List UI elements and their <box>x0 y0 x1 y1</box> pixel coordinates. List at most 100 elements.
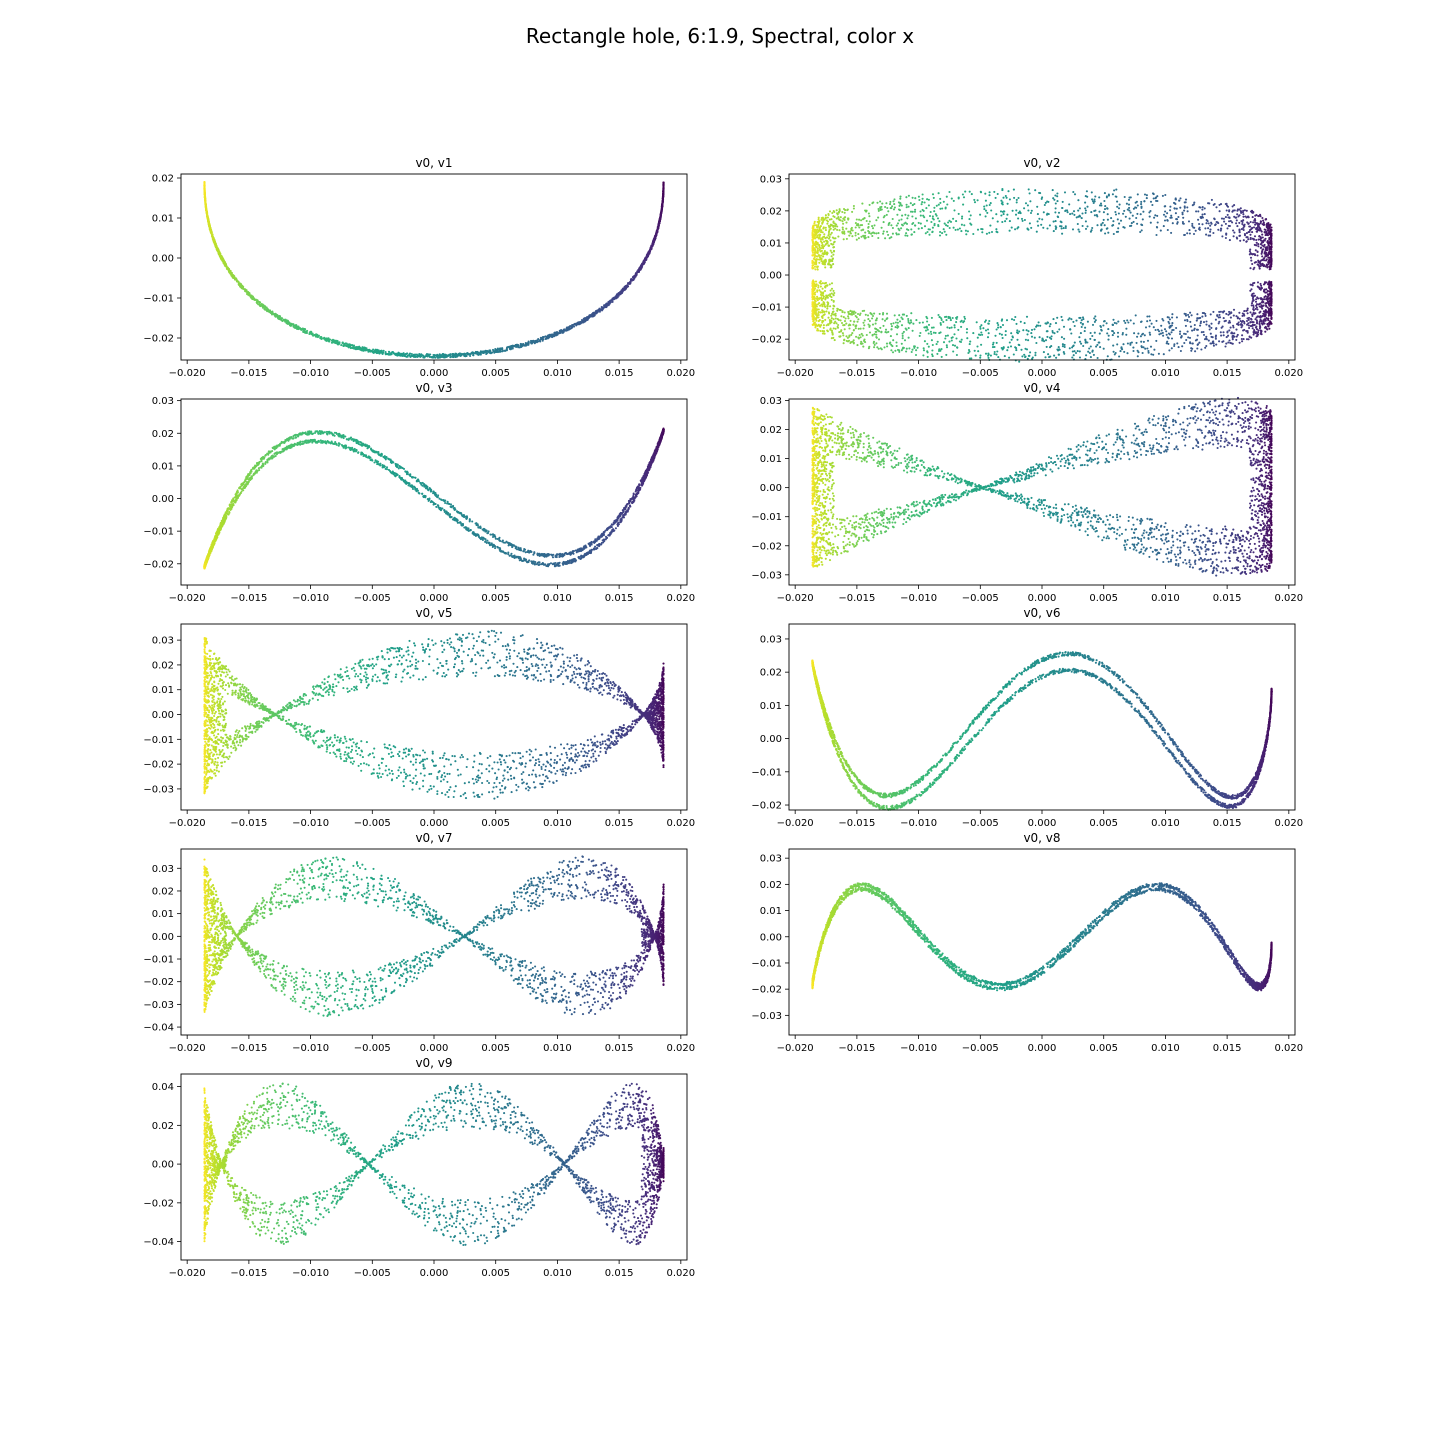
data-point <box>1079 356 1081 358</box>
data-point <box>1093 354 1095 356</box>
data-point <box>910 312 912 314</box>
data-point <box>1067 211 1069 213</box>
data-point <box>823 233 825 235</box>
data-point <box>926 231 928 233</box>
data-point <box>1136 223 1138 225</box>
data-point <box>814 326 816 328</box>
data-point <box>872 334 874 336</box>
data-point <box>1047 321 1049 323</box>
data-point <box>939 208 941 210</box>
data-point <box>896 345 898 347</box>
data-point <box>396 353 398 355</box>
data-point <box>1250 237 1252 239</box>
data-point <box>949 327 951 329</box>
data-point <box>1190 350 1192 352</box>
data-point <box>1064 191 1066 193</box>
data-point <box>872 227 874 229</box>
data-point <box>890 224 892 226</box>
data-point <box>872 315 874 317</box>
data-point <box>1266 258 1268 260</box>
data-point <box>304 332 306 334</box>
data-point <box>1007 203 1009 205</box>
data-point <box>1167 229 1169 231</box>
data-point <box>562 332 564 334</box>
data-point <box>1062 345 1064 347</box>
data-point <box>1194 350 1196 352</box>
data-point <box>915 349 917 351</box>
data-point <box>1225 237 1227 239</box>
data-point <box>1008 357 1010 359</box>
data-point <box>447 355 449 357</box>
data-point <box>1184 201 1186 203</box>
data-point <box>957 229 959 231</box>
data-point <box>531 340 533 342</box>
data-point <box>1098 196 1100 198</box>
data-point <box>997 356 999 358</box>
data-point <box>1229 239 1231 241</box>
data-point <box>368 349 370 351</box>
data-point <box>1015 323 1017 325</box>
data-point <box>816 283 818 285</box>
data-point <box>894 314 896 316</box>
data-point <box>948 220 950 222</box>
data-point <box>818 259 820 261</box>
data-point <box>1219 210 1221 212</box>
data-point <box>1254 254 1256 256</box>
data-point <box>1027 209 1029 211</box>
data-point <box>910 319 912 321</box>
data-point <box>662 191 664 193</box>
data-point <box>1232 229 1234 231</box>
data-point <box>945 354 947 356</box>
data-point <box>1171 337 1173 339</box>
data-point <box>464 353 466 355</box>
data-point <box>831 255 833 257</box>
data-point <box>1123 210 1125 212</box>
data-point <box>915 217 917 219</box>
data-point <box>1228 220 1230 222</box>
data-point <box>1151 204 1153 206</box>
data-point <box>1078 231 1080 233</box>
data-point <box>953 227 955 229</box>
data-point <box>892 351 894 353</box>
data-point <box>844 328 846 330</box>
data-point <box>936 353 938 355</box>
scatter-points <box>811 188 1272 363</box>
data-point <box>867 236 869 238</box>
data-point <box>1044 356 1046 358</box>
data-point <box>984 321 986 323</box>
data-point <box>317 336 319 338</box>
data-point <box>1107 219 1109 221</box>
data-point <box>939 231 941 233</box>
data-point <box>985 329 987 331</box>
data-point <box>1251 304 1253 306</box>
data-point <box>868 215 870 217</box>
data-point <box>879 200 881 202</box>
data-point <box>256 300 258 302</box>
data-point <box>353 348 355 350</box>
data-point <box>1094 210 1096 212</box>
data-point <box>891 205 893 207</box>
data-point <box>1181 212 1183 214</box>
data-point <box>966 328 968 330</box>
data-point <box>264 305 266 307</box>
data-point <box>945 234 947 236</box>
data-point <box>1198 206 1200 208</box>
data-point <box>898 208 900 210</box>
data-point <box>905 232 907 234</box>
data-point <box>985 215 987 217</box>
data-point <box>862 229 864 231</box>
data-point <box>1084 202 1086 204</box>
data-point <box>1114 211 1116 213</box>
data-point <box>343 345 345 347</box>
data-point <box>845 222 847 224</box>
data-point <box>823 241 825 243</box>
data-point <box>1073 344 1075 346</box>
data-point <box>645 259 647 261</box>
data-point <box>293 326 295 328</box>
data-point <box>1141 229 1143 231</box>
data-point <box>563 328 565 330</box>
data-point <box>820 255 822 257</box>
data-point <box>886 343 888 345</box>
data-point <box>1015 209 1017 211</box>
data-point <box>320 337 322 339</box>
